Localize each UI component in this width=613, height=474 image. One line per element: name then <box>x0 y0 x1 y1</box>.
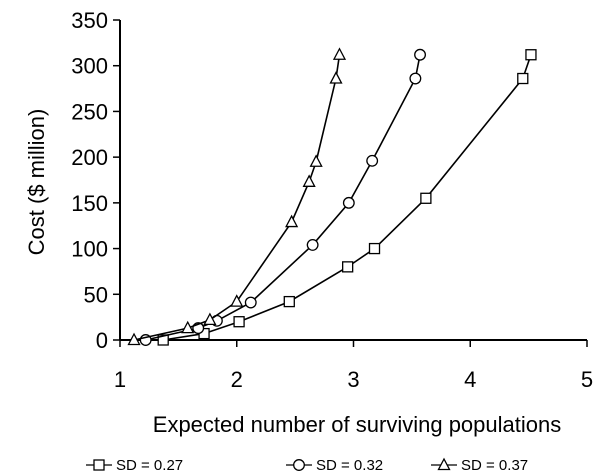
legend-item: SD = 0.27 <box>86 457 183 474</box>
data-point <box>157 334 169 346</box>
data-point <box>302 174 316 187</box>
data-point <box>233 316 245 328</box>
series-triangle <box>127 47 347 346</box>
data-point <box>525 49 537 61</box>
legend-marker <box>93 459 105 471</box>
data-point <box>329 71 343 84</box>
data-point <box>332 47 347 60</box>
legend-label: SD = 0.37 <box>461 457 528 474</box>
x-tick-label: 3 <box>347 367 359 392</box>
y-axis-title: Cost ($ million) <box>24 109 49 256</box>
y-tick-label: 300 <box>71 54 108 79</box>
series-layer <box>127 47 537 346</box>
data-point <box>342 196 355 209</box>
x-tick-label: 4 <box>464 367 476 392</box>
data-point <box>285 214 299 228</box>
data-point <box>283 295 295 308</box>
data-point <box>230 294 244 307</box>
series-line <box>145 54 421 341</box>
legend-label: SD = 0.27 <box>116 457 183 474</box>
y-tick-label: 200 <box>71 145 108 170</box>
data-point <box>368 242 381 255</box>
data-point <box>409 72 422 85</box>
data-point <box>181 320 195 334</box>
data-point <box>366 154 379 167</box>
data-point <box>517 72 529 85</box>
legend-label: SD = 0.32 <box>316 457 383 474</box>
y-tick-label: 100 <box>71 237 108 262</box>
data-point <box>244 296 257 309</box>
data-point <box>306 238 319 251</box>
x-axis-ticks: 1 2 3 4 5 <box>114 340 593 392</box>
y-tick-label: 250 <box>71 99 108 124</box>
data-point <box>414 48 426 61</box>
data-point <box>203 312 217 326</box>
data-point <box>342 261 354 273</box>
x-tick-label: 5 <box>581 367 593 392</box>
y-tick-label: 50 <box>84 282 108 307</box>
legend: SD = 0.27 SD = 0.32 SD = 0.37 <box>86 457 528 474</box>
data-point <box>420 192 432 204</box>
y-tick-label: 0 <box>96 328 108 353</box>
series-square <box>157 49 537 346</box>
data-point <box>309 154 323 167</box>
x-tick-label: 2 <box>231 367 243 392</box>
legend-marker <box>293 459 305 471</box>
x-tick-label: 1 <box>114 367 126 392</box>
legend-item: SD = 0.37 <box>431 457 528 474</box>
legend-marker <box>437 457 451 471</box>
series-circle <box>139 48 426 346</box>
x-axis-title: Expected number of surviving populations <box>153 412 561 437</box>
data-point <box>127 332 141 346</box>
y-tick-label: 350 <box>71 8 108 33</box>
y-axis-ticks: 0 50 100 150 200 250 300 350 <box>71 8 120 353</box>
y-tick-label: 150 <box>71 191 108 216</box>
legend-item: SD = 0.32 <box>286 457 383 474</box>
